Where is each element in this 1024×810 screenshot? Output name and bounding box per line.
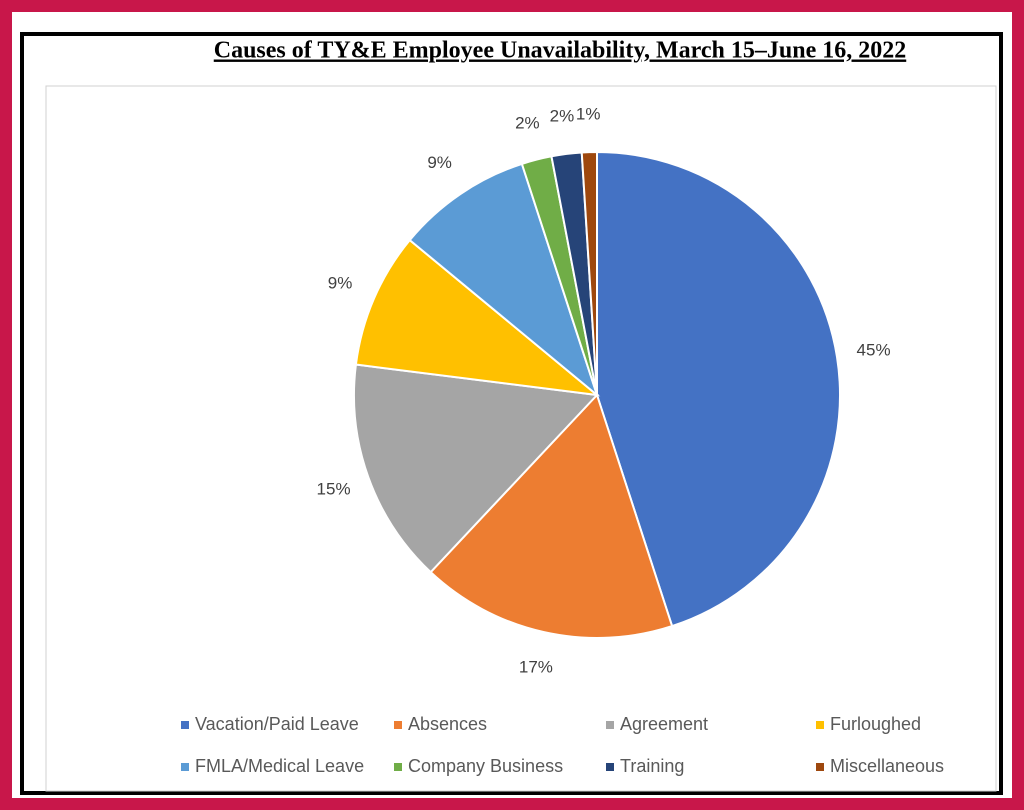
plot-area <box>45 85 997 792</box>
legend-marker <box>181 763 189 771</box>
legend-marker <box>816 763 824 771</box>
legend-marker <box>606 763 614 771</box>
data-label: 9% <box>427 153 452 172</box>
data-label: 17% <box>519 658 553 677</box>
legend-marker <box>181 721 189 729</box>
legend-marker <box>394 763 402 771</box>
legend-marker <box>394 721 402 729</box>
legend-label: Training <box>620 756 684 776</box>
legend-label: Absences <box>408 714 487 734</box>
legend-label: Miscellaneous <box>830 756 944 776</box>
legend-label: Vacation/Paid Leave <box>195 714 359 734</box>
pie-slice <box>408 162 600 398</box>
pie-slice <box>353 363 600 574</box>
data-label: 1% <box>576 105 601 124</box>
legend-label: Furloughed <box>830 714 921 734</box>
chart-title: Causes of TY&E Employee Unavailability, … <box>214 38 906 64</box>
data-label: 2% <box>550 107 575 126</box>
data-label: 15% <box>317 479 351 498</box>
legend-marker <box>606 721 614 729</box>
data-label: 2% <box>515 113 540 132</box>
pie-slice <box>429 393 674 639</box>
pie-slice <box>596 150 841 628</box>
data-label: 9% <box>328 273 353 292</box>
frame <box>20 32 1003 795</box>
pie-slice <box>354 238 601 397</box>
legend-label: Company Business <box>408 756 563 776</box>
data-label: 45% <box>857 341 891 360</box>
legend-marker <box>816 721 824 729</box>
legend-label: Agreement <box>620 714 708 734</box>
pie-slice <box>580 150 598 396</box>
legend-label: FMLA/Medical Leave <box>195 756 364 776</box>
